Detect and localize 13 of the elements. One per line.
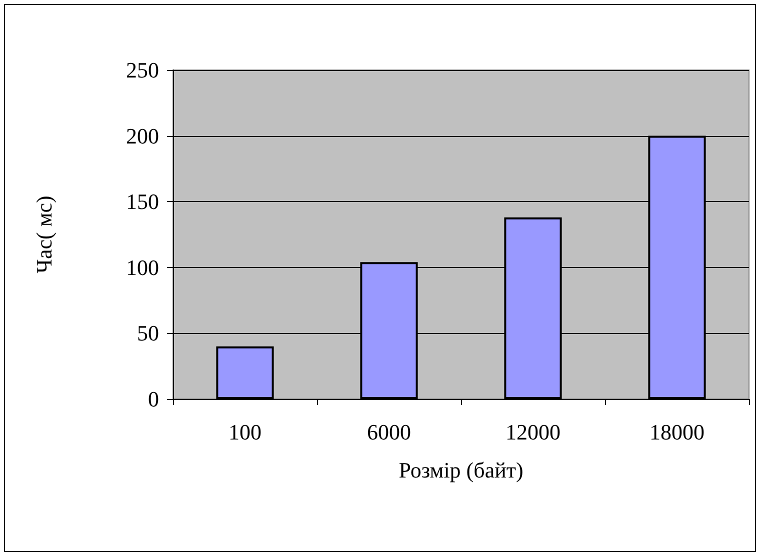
y-tick-label: 150 xyxy=(126,189,159,214)
x-axis-title: Розмір (байт) xyxy=(398,458,524,482)
x-tick-label: 12000 xyxy=(506,420,560,444)
x-tick-label: 18000 xyxy=(650,420,704,444)
y-tick-label: 200 xyxy=(126,123,159,148)
y-tick-label: 50 xyxy=(137,320,159,346)
bar xyxy=(216,346,274,399)
y-tick-label: 250 xyxy=(126,58,159,82)
y-tick-label: 100 xyxy=(126,254,159,280)
y-axis-title: Час( мс) xyxy=(32,196,56,274)
y-tick-label: 0 xyxy=(148,386,159,412)
x-tick-label: 6000 xyxy=(367,420,411,444)
x-tick-label: 100 xyxy=(228,420,262,444)
